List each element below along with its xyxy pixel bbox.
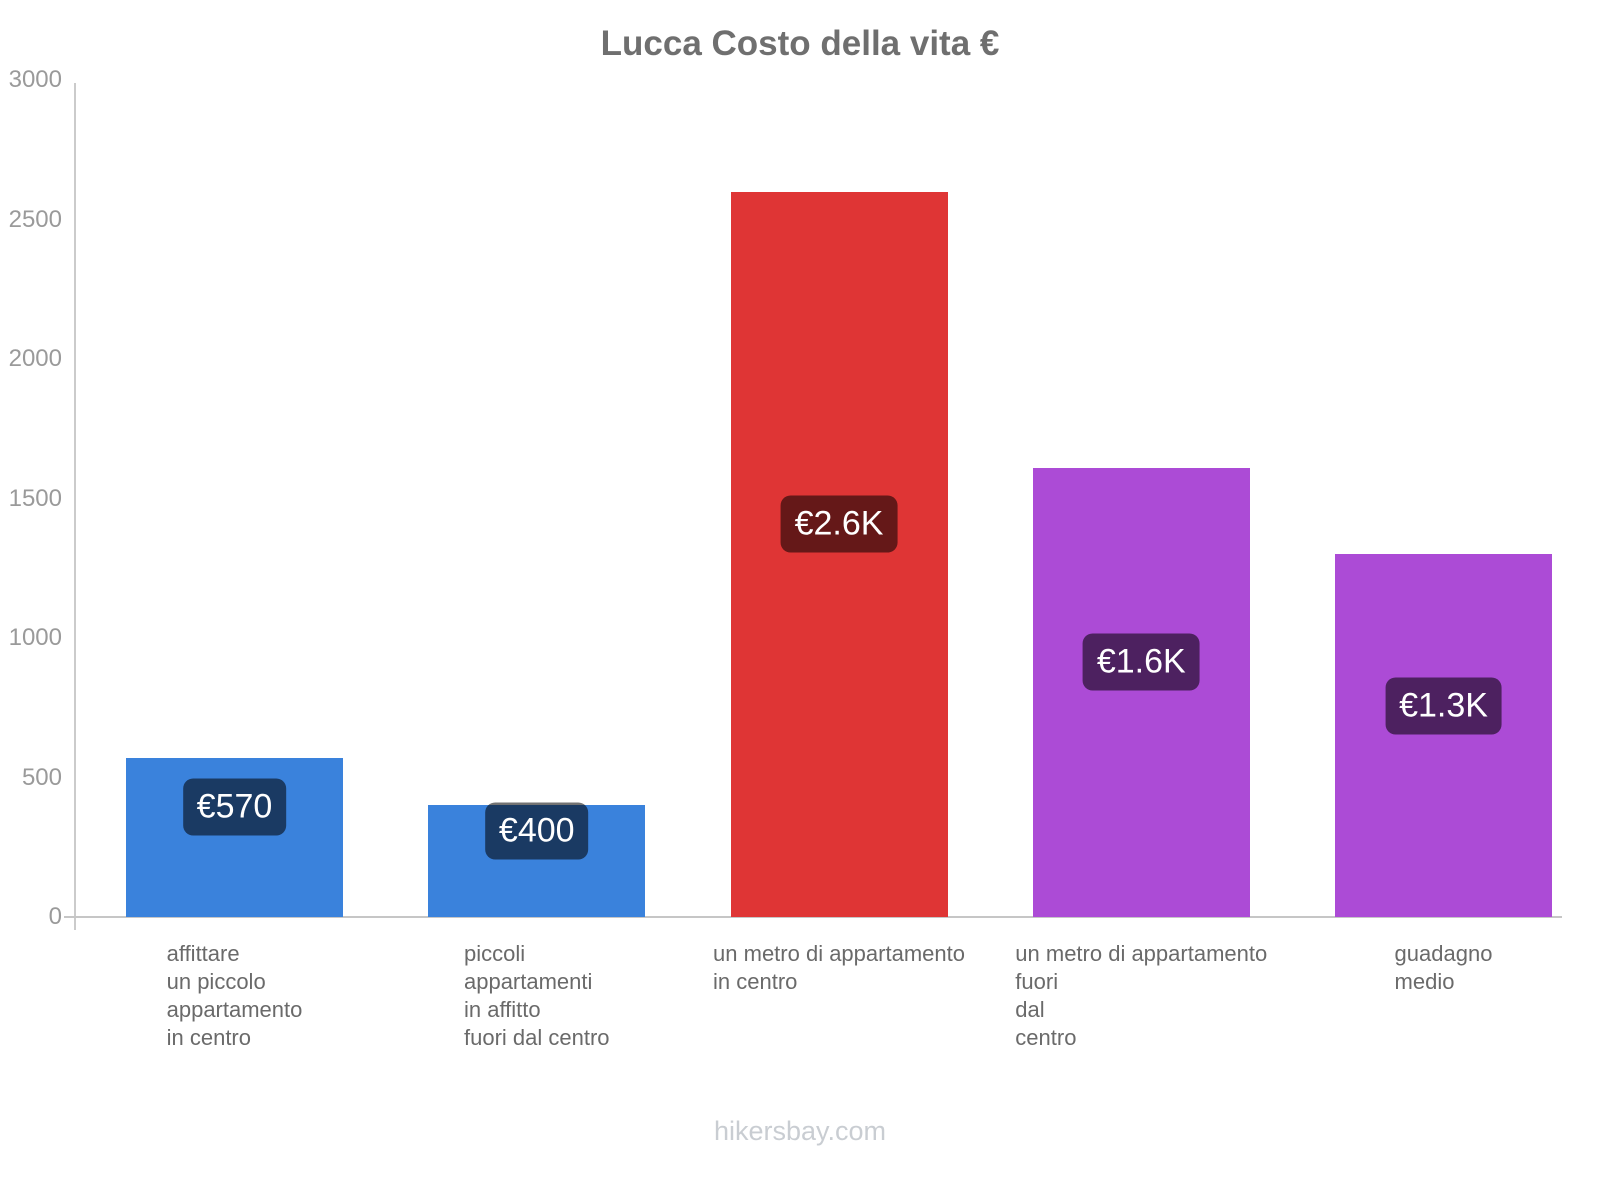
x-category-label: un metro di appartamento in centro bbox=[713, 941, 965, 994]
y-axis-tick-label: 500 bbox=[21, 763, 62, 791]
y-axis-tick-label: 1500 bbox=[8, 484, 62, 512]
y-axis-tick-label: 3000 bbox=[8, 66, 62, 93]
y-axis-tick-label: 2000 bbox=[8, 345, 62, 372]
y-axis-tick-label: 2500 bbox=[8, 205, 62, 233]
bar-value-badge: €2.6K bbox=[780, 495, 898, 553]
watermark-hikersbay: hikersbay.com bbox=[713, 1116, 887, 1146]
bar-value-badge: €1.6K bbox=[1082, 633, 1200, 691]
bar-value-badge: €400 bbox=[484, 802, 589, 860]
x-category-label: un metro di appartamento fuori dal centr… bbox=[1015, 941, 1268, 1050]
bar-3 bbox=[730, 191, 948, 917]
bar-5 bbox=[1335, 554, 1552, 917]
bar-4 bbox=[1032, 467, 1250, 917]
chart-title: Lucca Costo della vita € bbox=[600, 24, 1000, 63]
x-category-label: affittare un piccolo appartamento in cen… bbox=[166, 941, 303, 1050]
y-axis-tick-label: 1000 bbox=[8, 624, 62, 651]
bar-value-badge: €1.3K bbox=[1385, 677, 1502, 735]
y-axis-tick-label: 0 bbox=[48, 903, 62, 930]
x-category-label: piccoli appartamenti in affitto fuori da… bbox=[463, 941, 610, 1050]
x-axis-baseline bbox=[64, 916, 1562, 918]
y-axis-line bbox=[74, 83, 76, 930]
x-category-label: guadagno medio bbox=[1394, 941, 1493, 994]
bar-value-badge: €570 bbox=[182, 778, 287, 836]
